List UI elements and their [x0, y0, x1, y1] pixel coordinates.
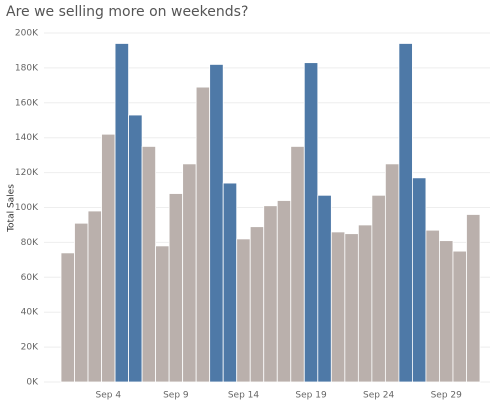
bar [222, 182, 238, 383]
bar [317, 194, 332, 383]
y-tick-label: 120K [15, 168, 39, 178]
x-tick-label: Sep 29 [431, 391, 463, 401]
bar [303, 62, 319, 383]
bar [182, 163, 197, 383]
bar [168, 193, 184, 383]
y-tick-label: 60K [21, 273, 39, 283]
bar [344, 233, 359, 383]
y-tick-label: 0K [26, 378, 39, 388]
bar [466, 214, 481, 383]
bar [236, 238, 251, 383]
bar [128, 114, 143, 383]
bar [290, 146, 305, 383]
bar [357, 224, 373, 383]
bar [155, 245, 170, 383]
x-tick-label: Sep 9 [163, 391, 189, 401]
y-tick-label: 100K [15, 203, 39, 213]
bar [412, 177, 427, 383]
y-tick-label: 40K [21, 308, 39, 318]
y-tick-label: 180K [15, 63, 39, 73]
y-tick-label: 160K [15, 98, 39, 108]
bar [452, 250, 467, 383]
bar [141, 146, 157, 383]
bar [425, 229, 440, 383]
bar [101, 133, 116, 383]
bar [195, 86, 211, 383]
bar [330, 231, 346, 383]
x-tick-label: Sep 4 [96, 391, 122, 401]
y-axis-label: Total Sales [7, 184, 17, 233]
x-tick-label: Sep 19 [295, 391, 327, 401]
y-tick-label: 140K [15, 133, 39, 143]
y-tick-label: 20K [21, 343, 39, 353]
chart-title: Are we selling more on weekends? [6, 4, 248, 20]
bar [87, 210, 102, 383]
x-tick-label: Sep 24 [363, 391, 395, 401]
bar [384, 163, 400, 383]
bar [249, 226, 265, 383]
bar [60, 252, 75, 383]
bar [439, 240, 454, 383]
bar [209, 64, 224, 383]
bar [263, 205, 278, 383]
bar [398, 43, 413, 383]
x-tick-label: Sep 14 [228, 391, 260, 401]
y-tick-label: 80K [21, 238, 39, 248]
bar [74, 222, 89, 383]
bar [371, 194, 386, 383]
bar [114, 43, 129, 383]
y-tick-label: 200K [15, 29, 39, 39]
bar [276, 200, 292, 383]
